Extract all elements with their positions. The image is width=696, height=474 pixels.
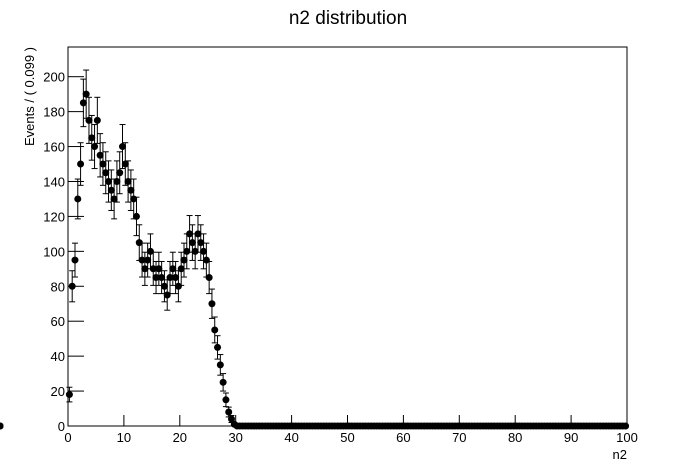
x-tick-label: 50 (340, 430, 354, 445)
y-tick-label: 160 (43, 140, 65, 155)
data-point (194, 230, 202, 238)
data-point (216, 361, 224, 369)
data-point (158, 274, 166, 282)
x-axis-label: n2 (613, 447, 627, 462)
data-point (138, 256, 146, 264)
data-point (219, 378, 227, 386)
data-point (91, 143, 99, 151)
y-axis-label: Events / ( 0.099 ) (22, 47, 37, 146)
y-tick-label: 80 (51, 279, 65, 294)
data-point (177, 265, 185, 273)
y-tick-label: 180 (43, 105, 65, 120)
data-point (141, 265, 149, 273)
y-tick-label: 0 (58, 419, 65, 434)
data-point (110, 195, 118, 203)
data-point (74, 195, 82, 203)
chart-title: n2 distribution (289, 8, 407, 29)
data-point (222, 396, 230, 404)
data-point (107, 186, 115, 194)
data-point (124, 177, 132, 185)
data-point (0, 422, 4, 430)
data-point (208, 300, 216, 308)
x-tick-label: 20 (173, 430, 187, 445)
data-point (160, 282, 168, 290)
data-point (105, 177, 113, 185)
data-point (68, 282, 76, 290)
x-tick-label: 30 (228, 430, 242, 445)
data-point (88, 134, 96, 142)
y-tick-label: 20 (51, 384, 65, 399)
y-tick-label: 140 (43, 174, 65, 189)
y-tick-label: 40 (51, 349, 65, 364)
data-point (135, 239, 143, 247)
data-point (152, 274, 160, 282)
data-point (77, 160, 85, 168)
data-point (82, 90, 90, 98)
data-point (186, 230, 194, 238)
x-tick-label: 10 (117, 430, 131, 445)
data-point (113, 177, 121, 185)
data-point (71, 256, 79, 264)
y-tick-label: 200 (43, 70, 65, 85)
data-point (127, 186, 135, 194)
data-point (166, 274, 174, 282)
data-point (188, 239, 196, 247)
x-tick-label: 70 (452, 430, 466, 445)
data-point (214, 343, 222, 351)
x-tick-label: 90 (564, 430, 578, 445)
data-point (99, 160, 107, 168)
data-point (183, 247, 191, 255)
data-point (116, 169, 124, 177)
data-point (622, 422, 630, 430)
data-point (205, 274, 213, 282)
data-point (174, 282, 182, 290)
x-tick-label: 0 (64, 430, 71, 445)
data-point (121, 160, 129, 168)
data-point (228, 415, 236, 423)
data-point (149, 265, 157, 273)
data-point (96, 151, 104, 159)
data-point (191, 247, 199, 255)
data-point (79, 99, 87, 107)
x-tick-label: 40 (284, 430, 298, 445)
data-point (172, 274, 180, 282)
data-point (102, 169, 110, 177)
data-point (155, 265, 163, 273)
data-point (132, 212, 140, 220)
data-point (225, 408, 233, 416)
y-tick-label: 60 (51, 314, 65, 329)
data-point (93, 116, 101, 124)
data-point (211, 326, 219, 334)
x-tick-label: 60 (396, 430, 410, 445)
data-point (200, 247, 208, 255)
data-point (180, 256, 188, 264)
y-tick-label: 100 (43, 244, 65, 259)
data-point (65, 391, 73, 399)
data-point (144, 256, 152, 264)
data-point (146, 247, 154, 255)
data-point (85, 116, 93, 124)
x-tick-label: 80 (508, 430, 522, 445)
x-tick-label: 100 (616, 430, 638, 445)
data-point (197, 239, 205, 247)
y-tick-label: 120 (43, 209, 65, 224)
data-point (169, 265, 177, 273)
data-point (119, 143, 127, 151)
